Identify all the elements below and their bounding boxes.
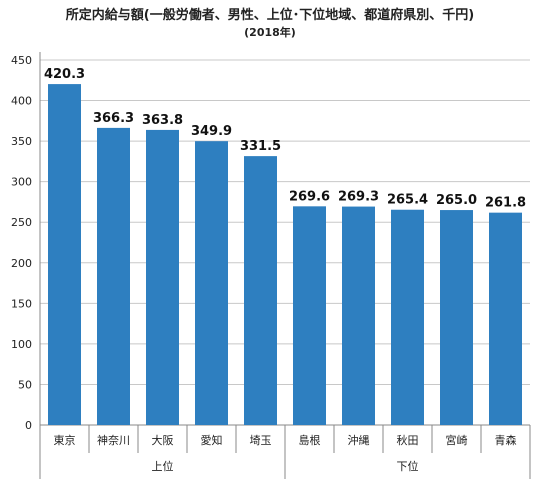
y-tick-label: 300: [11, 176, 32, 189]
x-tick-label: 埼玉: [250, 433, 272, 447]
bar: [440, 210, 473, 425]
x-tick-label: 沖縄: [348, 433, 370, 447]
data-label: 331.5: [240, 139, 281, 154]
data-label: 269.3: [338, 190, 379, 205]
bar: [195, 141, 228, 426]
bar: [244, 156, 277, 425]
data-label: 349.9: [191, 124, 232, 139]
bar: [146, 129, 179, 425]
y-tick-label: 0: [25, 419, 32, 432]
data-label: 261.8: [485, 196, 526, 211]
x-tick-label: 秋田: [397, 433, 419, 447]
bar: [391, 209, 424, 425]
data-label: 363.8: [142, 113, 183, 128]
x-tick-label: 青森: [495, 433, 517, 447]
x-tick-label: 島根: [299, 433, 321, 447]
y-tick-label: 50: [18, 378, 32, 391]
y-tick-label: 450: [11, 54, 32, 67]
group-label: 下位: [397, 459, 419, 473]
data-label: 265.0: [436, 193, 477, 208]
bar: [293, 206, 326, 425]
data-label: 269.6: [289, 189, 330, 204]
y-tick-label: 150: [11, 297, 32, 310]
bar: [97, 127, 130, 425]
group-label: 上位: [152, 459, 174, 473]
y-tick-label: 200: [11, 257, 32, 270]
y-tick-label: 400: [11, 95, 32, 108]
bar: [48, 84, 81, 425]
chart-subtitle: (2018年): [244, 26, 296, 39]
bar: [342, 206, 375, 425]
y-tick-label: 250: [11, 216, 32, 229]
bar: [489, 212, 522, 425]
x-tick-label: 神奈川: [97, 433, 130, 447]
x-tick-label: 愛知: [201, 433, 223, 447]
x-tick-label: 東京: [54, 433, 76, 447]
x-tick-label: 大阪: [152, 433, 174, 447]
y-tick-label: 350: [11, 135, 32, 148]
data-label: 265.4: [387, 193, 428, 208]
x-tick-label: 宮崎: [446, 433, 468, 447]
data-label: 366.3: [93, 111, 134, 126]
data-label: 420.3: [44, 67, 85, 82]
y-tick-label: 100: [11, 338, 32, 351]
chart-title: 所定内給与額(一般労働者、男性、上位･下位地域、都道府県別、千円): [65, 8, 475, 23]
